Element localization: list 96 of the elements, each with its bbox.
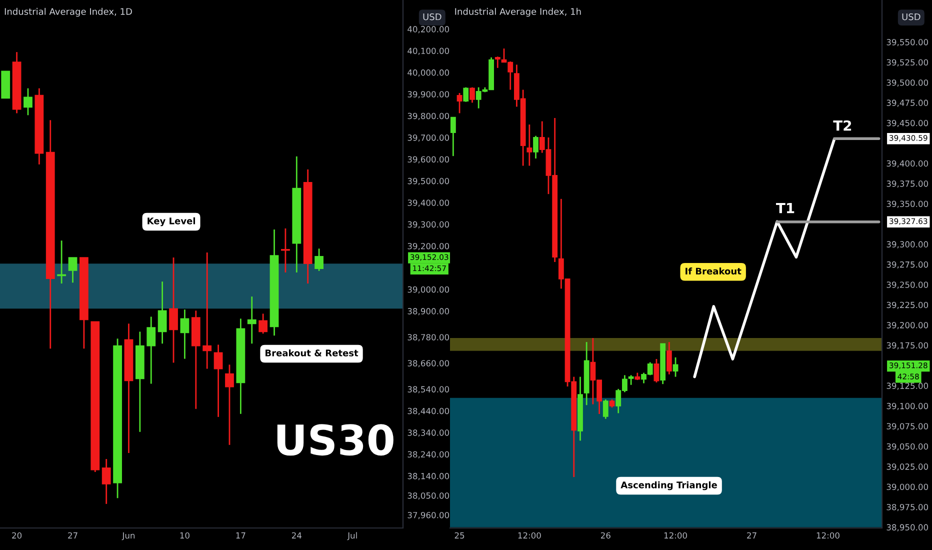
- y-tick-label: 39,200.00: [886, 322, 928, 330]
- y-tick-label: 39,000.00: [408, 286, 450, 294]
- candlestick: [628, 374, 634, 386]
- y-tick-label: 39,400.00: [408, 200, 450, 207]
- x-tick-label: 24: [292, 532, 302, 538]
- y-tick-label: 39,075.00: [886, 423, 928, 430]
- y-tick-label: 40,200.00: [408, 26, 450, 34]
- y-tick-label: 37,960.00: [408, 512, 450, 520]
- x-tick-label: 27: [68, 532, 78, 538]
- candlestick: [666, 341, 672, 376]
- candlestick: [494, 56, 500, 69]
- y-tick-label: 38,440.00: [408, 408, 450, 415]
- x-tick-label: 12:00: [816, 532, 840, 539]
- y-tick-label: 39,900.00: [408, 91, 450, 98]
- candlestick: [450, 116, 456, 157]
- text: Industrial Average Index, 1h: [455, 8, 581, 17]
- candlestick: [158, 280, 167, 344]
- y-tick-label: 39,225.00: [886, 302, 928, 309]
- candlestick: [202, 252, 212, 370]
- y-tick-label: 38,780.00: [408, 334, 450, 342]
- y-tick-label: 39,375.00: [886, 180, 928, 188]
- x-tick-label: 17: [236, 532, 246, 538]
- y-tick-label: 39,500.00: [408, 178, 450, 186]
- y-tick-label: 40,000.00: [408, 69, 450, 77]
- candlestick: [470, 86, 475, 104]
- candlestick: [463, 86, 469, 103]
- y-tick-label: 39,250.00: [886, 282, 928, 289]
- y-tick-label: 39,600.00: [408, 156, 450, 164]
- candlestick: [526, 124, 532, 166]
- candlestick: [533, 135, 538, 160]
- y-tick-label: 39,100.00: [886, 402, 928, 410]
- candlestick: [57, 240, 66, 284]
- y-tick-label: 38,140.00: [408, 472, 450, 480]
- candlestick: [24, 88, 32, 116]
- text: USD: [902, 13, 920, 20]
- annotation: T1: [776, 202, 794, 214]
- candlestick: [672, 356, 678, 378]
- y-tick-label: 38,660.00: [408, 360, 450, 368]
- x-tick-label: 27: [747, 532, 756, 538]
- candlestick: [102, 458, 111, 505]
- y-tick-label: 40,100.00: [408, 48, 450, 55]
- candlestick: [456, 92, 462, 114]
- y-tick-label: 39,550.00: [886, 39, 928, 46]
- x-tick-label: 20: [12, 532, 22, 539]
- y-tick-label: 38,340.00: [408, 430, 450, 437]
- annotation: If Breakout: [686, 268, 742, 275]
- y-tick-label: 39,525.00: [886, 59, 928, 66]
- candlestick: [225, 364, 234, 446]
- candlestick: [68, 256, 78, 284]
- line-series: [693, 138, 836, 378]
- candlestick: [314, 248, 324, 272]
- candlestick: [146, 316, 156, 384]
- y-tick-label: 39,475.00: [886, 100, 928, 107]
- candlestick: [247, 296, 256, 344]
- text: USD: [423, 13, 442, 20]
- y-tick-label: 39,175.00: [886, 342, 928, 350]
- annotation: US30: [277, 424, 394, 456]
- y-tick-label: 39,200.00: [408, 242, 450, 250]
- text: Industrial Average Index, 1D: [4, 8, 132, 17]
- candlestick: [258, 312, 268, 334]
- y-tick-label: 39,275.00: [886, 261, 928, 269]
- annotation: Ascending Triangle: [620, 481, 717, 490]
- y-tick-label: 39,350.00: [886, 200, 928, 208]
- x-tick-label: 12:00: [518, 532, 541, 539]
- y-tick-label: 38,540.00: [408, 386, 450, 394]
- y-tick-label: 39,125.00: [886, 382, 928, 390]
- candlestick: [169, 256, 178, 364]
- y-tick-label: 39,025.00: [886, 464, 928, 471]
- candlestick: [602, 398, 608, 420]
- x-tick-label: 25: [454, 532, 464, 539]
- candlestick: [180, 308, 190, 360]
- candlestick: [654, 358, 660, 384]
- x-tick-label: Jun: [122, 532, 135, 540]
- y-tick-label: 38,240.00: [408, 451, 450, 458]
- annotation: Key Level: [148, 217, 195, 226]
- y-tick-label: 38,950.00: [886, 524, 928, 532]
- x-tick-label: 26: [600, 532, 610, 539]
- y-tick-label: 39,500.00: [886, 79, 928, 87]
- candlestick: [281, 228, 290, 274]
- y-tick-label: 39,450.00: [886, 120, 928, 128]
- y-tick-label: 39,400.00: [886, 160, 928, 168]
- y-tick-label: 39,300.00: [886, 241, 928, 248]
- x-tick-label: 12:00: [664, 532, 687, 539]
- y-tick-label: 38,050.00: [408, 492, 450, 500]
- y-tick-label: 38,900.00: [408, 308, 450, 316]
- candlestick: [214, 344, 223, 418]
- annotation: T2: [833, 120, 852, 131]
- y-tick-label: 39,700.00: [408, 134, 450, 142]
- y-tick-label: 39,800.00: [408, 112, 450, 120]
- y-tick-label: 39,000.00: [886, 484, 928, 491]
- y-tick-label: 39,300.00: [408, 221, 450, 228]
- x-tick-label: Jul: [347, 532, 357, 540]
- y-tick-label: 38,975.00: [886, 504, 928, 512]
- y-tick-label: 39,050.00: [886, 443, 928, 450]
- x-tick-label: 10: [180, 532, 190, 539]
- annotation: Breakout & Retest: [266, 349, 358, 356]
